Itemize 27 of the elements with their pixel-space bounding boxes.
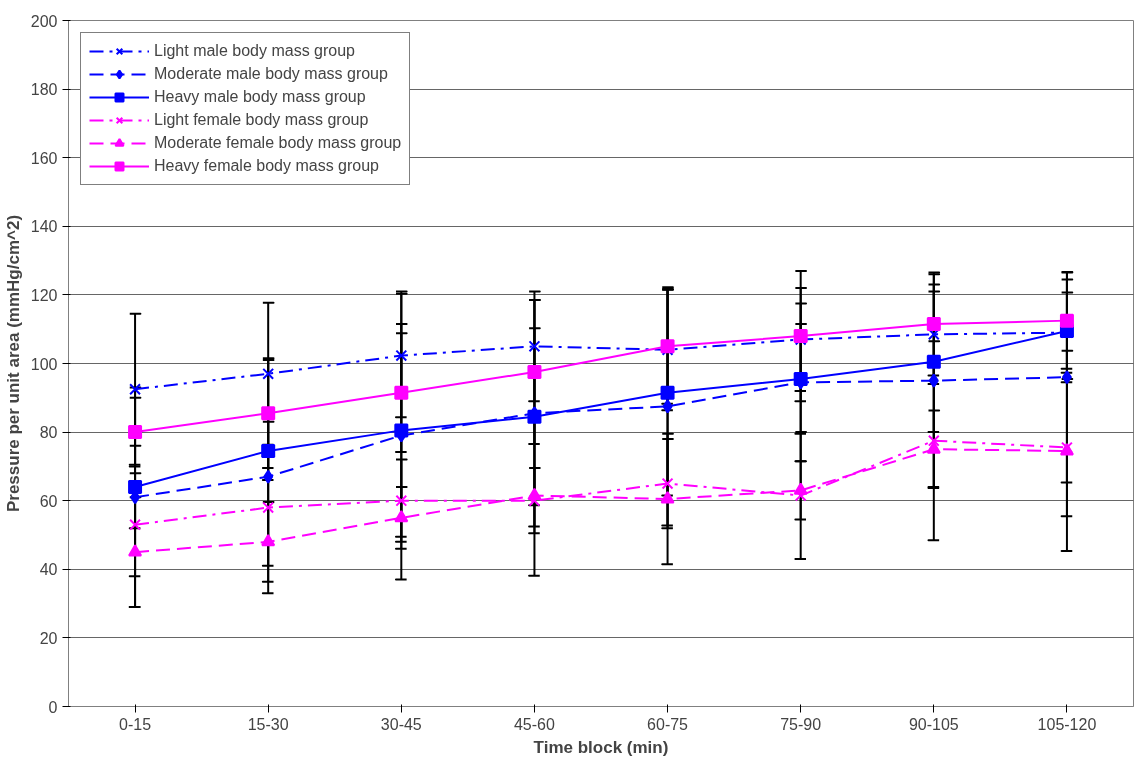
x-axis-title: Time block (min) [533, 737, 669, 757]
x-tick-label: 60-75 [647, 715, 689, 733]
legend-label: Moderate female body mass group [154, 134, 402, 152]
y-axis-title: Pressure per unit area (mmHg/cm^2) [3, 214, 23, 513]
legend-label: Light male body mass group [154, 42, 355, 60]
x-tick-label: 105-120 [1037, 715, 1097, 733]
x-tick-label: 30-45 [380, 715, 422, 733]
y-tick-label: 140 [30, 218, 58, 236]
y-tick-label: 120 [30, 286, 58, 304]
y-tick-label: 60 [39, 492, 58, 510]
y-tick-label: 180 [30, 81, 58, 99]
legend-label: Heavy male body mass group [154, 88, 366, 106]
x-tick-label: 90-105 [908, 715, 959, 733]
y-tick-label: 100 [30, 355, 58, 373]
y-tick-label: 40 [39, 561, 58, 579]
legend-label: Heavy female body mass group [154, 157, 379, 175]
legend-label: Light female body mass group [154, 111, 369, 129]
y-tick-label: 200 [30, 12, 58, 30]
y-tick-label: 20 [39, 629, 58, 647]
y-tick-label: 0 [48, 698, 58, 716]
x-tick-label: 0-15 [119, 715, 152, 733]
y-tick-label: 160 [30, 149, 58, 167]
legend-label: Moderate male body mass group [154, 65, 388, 83]
x-tick-label: 45-60 [513, 715, 555, 733]
y-tick-label: 80 [39, 424, 58, 442]
x-tick-label: 15-30 [247, 715, 289, 733]
x-tick-label: 75-90 [780, 715, 822, 733]
